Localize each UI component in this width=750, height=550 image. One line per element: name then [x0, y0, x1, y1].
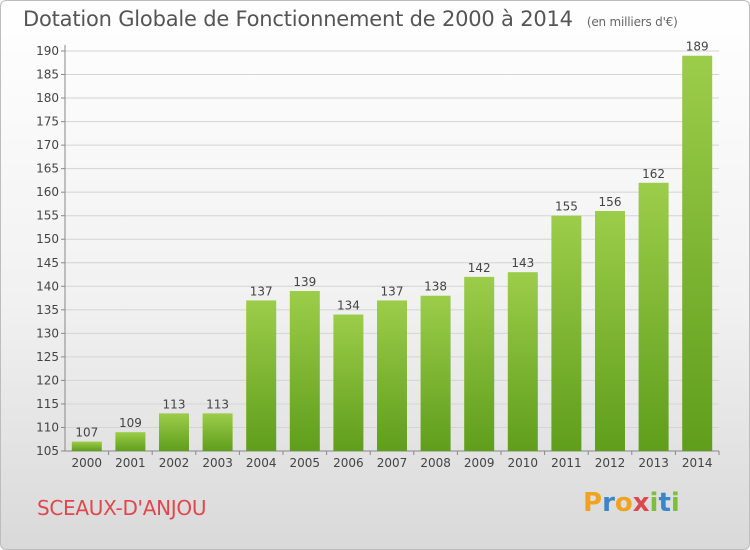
bar-2005 — [289, 291, 320, 451]
y-tick-label: 140 — [36, 279, 59, 293]
x-tick-label: 2003 — [202, 456, 233, 470]
y-tick-label: 190 — [36, 44, 59, 58]
bar-value-label: 107 — [75, 426, 98, 440]
x-tick-label: 2004 — [246, 456, 277, 470]
bar-value-label: 109 — [119, 416, 142, 430]
bar-2012 — [595, 211, 625, 451]
x-tick-label: 2012 — [595, 456, 626, 470]
y-tick-label: 120 — [36, 373, 59, 387]
y-tick-label: 185 — [36, 68, 59, 82]
x-tick-label: 2006 — [333, 456, 364, 470]
y-tick-label: 150 — [36, 232, 59, 246]
x-tick-label: 2014 — [682, 456, 713, 470]
bar-value-label: 156 — [599, 195, 622, 209]
bar-2013 — [638, 182, 669, 451]
bar-2004 — [246, 300, 277, 451]
x-tick-label: 2001 — [115, 456, 146, 470]
x-tick-label: 2000 — [72, 456, 103, 470]
bar-value-label: 155 — [555, 200, 578, 214]
bar-value-label: 189 — [686, 40, 709, 54]
bar-2001 — [115, 432, 146, 451]
bar-2010 — [507, 272, 538, 451]
y-tick-label: 170 — [36, 138, 59, 152]
bar-value-label: 138 — [424, 280, 447, 294]
bar-2014 — [682, 55, 713, 452]
bar-value-label: 134 — [337, 299, 360, 313]
x-tick-label: 2010 — [508, 456, 539, 470]
x-tick-label: 2009 — [464, 456, 495, 470]
logo-letter: r — [602, 488, 615, 518]
x-tick-label: 2013 — [638, 456, 669, 470]
bars — [71, 55, 713, 452]
y-tick-label: 155 — [36, 209, 59, 223]
y-tick-label: 110 — [36, 420, 59, 434]
x-tick-label: 2008 — [420, 456, 451, 470]
logo-letter: t — [658, 488, 671, 518]
bar-2003 — [202, 413, 233, 451]
labels: 105 110 115 120 125 130 135 140 145 150 155 160 165 1… — [36, 40, 712, 470]
y-tick-label: 135 — [36, 303, 59, 317]
x-tick-label: 2002 — [159, 456, 190, 470]
logo-letter: i — [649, 488, 659, 518]
y-tick-label: 165 — [36, 162, 59, 176]
y-tick-label: 115 — [36, 397, 59, 411]
x-tick-label: 2007 — [377, 456, 408, 470]
bar-2011 — [551, 215, 582, 451]
bar-value-label: 143 — [511, 256, 534, 270]
bar-value-label: 142 — [468, 261, 491, 275]
logo-letter: i — [670, 488, 680, 518]
city-name: SCEAUX-D'ANJOU — [37, 496, 207, 520]
bar-value-label: 139 — [293, 275, 316, 289]
bar-value-label: 137 — [381, 284, 404, 298]
bar-2002 — [159, 413, 189, 451]
bar-2000 — [71, 441, 102, 451]
bar-2009 — [464, 276, 495, 451]
logo-letter: P — [583, 488, 603, 518]
logo-letter: o — [614, 488, 633, 518]
y-tick-label: 145 — [36, 256, 59, 270]
y-tick-label: 160 — [36, 185, 59, 199]
bar-2006 — [333, 314, 364, 451]
logo-letter: x — [632, 488, 650, 518]
bar-value-label: 162 — [642, 167, 665, 181]
bar-2007 — [377, 300, 407, 451]
chart-title: Dotation Globale de Fonctionnement de 20… — [23, 7, 678, 31]
y-tick-label: 130 — [36, 326, 59, 340]
y-tick-label: 175 — [36, 115, 59, 129]
x-tick-label: 2005 — [290, 456, 321, 470]
y-tick-label: 125 — [36, 350, 59, 364]
proxiti-logo: Proxiti — [583, 488, 680, 518]
y-tick-label: 180 — [36, 91, 59, 105]
bar-value-label: 113 — [206, 397, 229, 411]
x-tick-label: 2011 — [551, 456, 582, 470]
chart-subtitle: (en milliers d'€) — [586, 15, 678, 29]
y-tick-label: 105 — [36, 444, 59, 458]
bar-2008 — [420, 295, 451, 451]
bar-value-label: 113 — [163, 397, 186, 411]
chart-title-text: Dotation Globale de Fonctionnement de 20… — [23, 7, 573, 31]
bar-value-label: 137 — [250, 284, 273, 298]
